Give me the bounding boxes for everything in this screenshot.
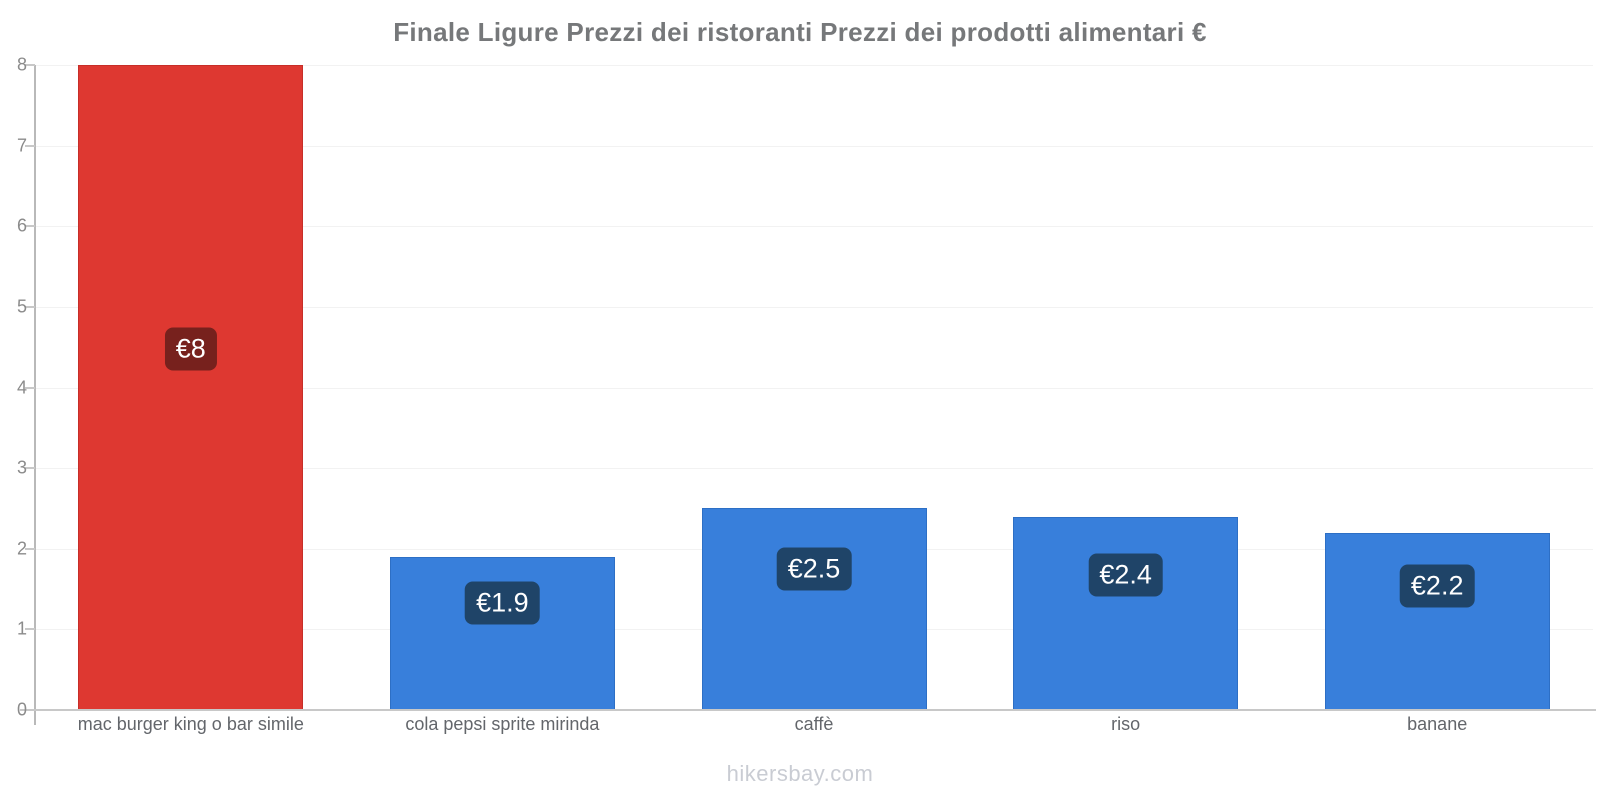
y-axis-tick-label: 8	[16, 54, 27, 75]
y-axis-tick-label: 6	[16, 215, 27, 236]
bar-value-badge: €2.5	[776, 547, 852, 591]
chart-title: Finale Ligure Prezzi dei ristoranti Prez…	[393, 17, 1207, 47]
x-axis-label: banane	[1407, 714, 1468, 734]
x-axis-label: riso	[1111, 714, 1141, 734]
gridline	[36, 65, 1593, 66]
bar-value-badge: €8	[164, 327, 217, 371]
y-axis-tick-label: 3	[16, 457, 27, 478]
y-axis-tick-label: 7	[16, 135, 27, 156]
y-axis-tick-mark	[25, 305, 35, 308]
x-axis-label: mac burger king o bar simile	[77, 714, 304, 734]
y-axis-tick-label: 0	[16, 699, 27, 720]
y-axis-tick-mark	[25, 628, 35, 631]
y-axis-tick-mark	[25, 64, 35, 66]
bar-value-badge: €1.9	[465, 581, 540, 625]
y-axis-tick-mark	[25, 144, 35, 147]
y-axis-tick-mark	[25, 386, 35, 389]
bar-value-badge: €2.2	[1399, 564, 1475, 608]
y-axis-tick-label: 2	[16, 538, 27, 559]
x-axis-label: cola pepsi sprite mirinda	[405, 714, 600, 734]
y-axis-tick-mark	[25, 225, 35, 228]
bar	[78, 65, 304, 710]
x-axis-label: caffè	[794, 714, 834, 734]
watermark-text: hikersbay.com	[726, 761, 874, 786]
y-axis-tick-mark	[25, 467, 35, 470]
y-axis-tick-label: 4	[16, 377, 27, 397]
y-axis-tick-label: 5	[16, 296, 27, 317]
bar	[1324, 532, 1550, 710]
gridline	[36, 468, 1593, 470]
y-axis-tick-label: 1	[16, 618, 27, 639]
bar	[1013, 516, 1239, 710]
gridline	[36, 306, 1593, 308]
y-axis-tick-mark	[25, 709, 35, 711]
x-axis-line	[20, 709, 1596, 711]
y-axis-line	[34, 65, 36, 725]
bar-value-badge: €2.4	[1088, 553, 1163, 597]
gridline	[36, 226, 1593, 228]
gridline	[36, 145, 1593, 147]
gridline	[36, 387, 1593, 389]
bar	[701, 508, 927, 710]
y-axis-tick-mark	[25, 547, 35, 550]
bar	[389, 556, 615, 710]
